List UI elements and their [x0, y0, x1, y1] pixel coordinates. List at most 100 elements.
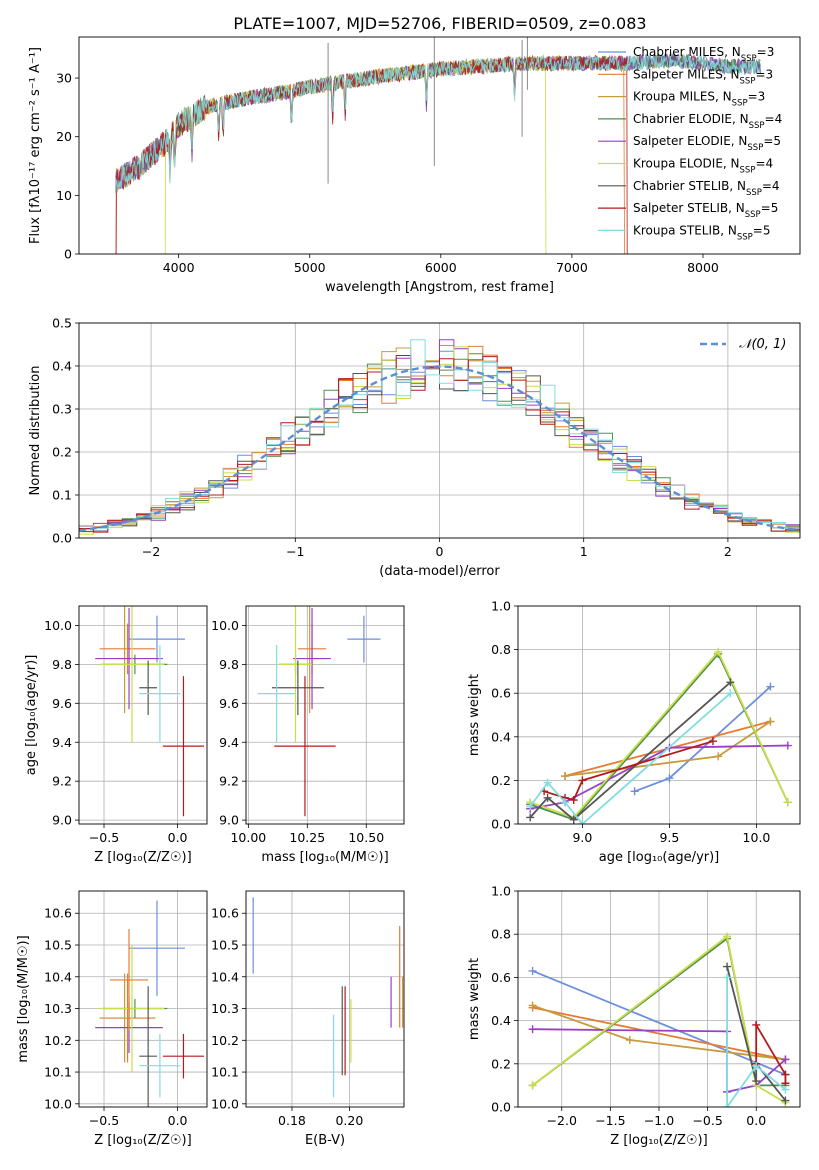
- weight-vs-age-ytick-label: 0.4: [491, 729, 511, 744]
- mass-vs-EBV-plot-area: [252, 897, 404, 1098]
- weight-marker-chabrier-stelib: [752, 1077, 761, 1086]
- legend-entry-chabrier-elodie: Chabrier ELODIE, NSSP=4: [633, 112, 782, 131]
- weight-vs-Z-xtick-label: 0.0: [746, 1113, 766, 1128]
- spectrum-plot-area: [115, 37, 762, 254]
- legend-label: Kroupa MILES, N: [633, 90, 732, 104]
- legend-tail: =3: [755, 67, 773, 81]
- legend-entry-normal: 𝒩(0, 1): [739, 337, 786, 352]
- residuals-xtick-label: −2: [142, 544, 160, 559]
- mass-vs-Z-xtick-label: 0.0: [168, 1113, 188, 1128]
- weight-marker-kroupa-stelib: [723, 973, 732, 982]
- residuals-ylabel: Normed distribution: [28, 366, 43, 496]
- legend-tail: =4: [765, 112, 783, 126]
- weight-vs-Z-plot-area: [528, 932, 790, 1107]
- spectrum-axes: 4000 5000 6000 7000 8000 0 10 20 30 wavelength [A…: [28, 36, 801, 295]
- legend-sub: SSP: [747, 143, 763, 153]
- weight-vs-age-xlabel: age [log₁₀(age/yr)]: [599, 850, 720, 865]
- weight-marker-chabrier-stelib: [569, 815, 578, 824]
- residuals-ytick-label: 0.5: [52, 316, 72, 331]
- mass-vs-EBV-ytick-label: 10.6: [211, 906, 239, 921]
- residuals-xtick-label: −1: [286, 544, 304, 559]
- weight-line-kroupa-elodie: [532, 934, 786, 1104]
- weight-vs-age-ytick-label: 0.2: [491, 773, 511, 788]
- mass-vs-Z-ylabel: mass [log₁₀(M/M☉)]: [16, 935, 31, 1062]
- weight-marker-kroupa-miles: [561, 772, 569, 781]
- weight-vs-age-plot-area: [526, 647, 792, 824]
- legend-label: Chabrier MILES, N: [633, 45, 741, 59]
- legend-sub: SSP: [740, 76, 756, 86]
- weight-marker-kroupa-miles: [766, 717, 775, 726]
- legend-sub: SSP: [749, 121, 765, 131]
- residuals-ytick-label: 0.3: [52, 402, 72, 417]
- weight-vs-Z-xtick-label: −0.5: [692, 1113, 722, 1128]
- age-vs-Z-grid: [79, 606, 207, 824]
- age-vs-mass-grid: [246, 606, 404, 824]
- legend-entry-salpeter-stelib: Salpeter STELIB, NSSP=5: [633, 201, 778, 220]
- legend-label: Kroupa STELIB, N: [633, 223, 737, 237]
- weight-vs-Z-ylabel: mass weight: [467, 958, 482, 1040]
- weight-marker-salpeter-stelib: [781, 1070, 790, 1079]
- legend-entry-kroupa-elodie: Kroupa ELODIE, NSSP=4: [633, 157, 773, 176]
- residuals-ytick-label: 0.0: [52, 531, 72, 546]
- weight-marker-salpeter-elodie: [783, 741, 792, 750]
- legend-entry-salpeter-miles: Salpeter MILES, NSSP=3: [633, 67, 773, 86]
- residuals-plot-area: [79, 339, 800, 535]
- legend-tail: =3: [748, 90, 766, 104]
- legend-entry-kroupa-stelib: Kroupa STELIB, NSSP=5: [633, 223, 771, 242]
- age-vs-Z-xlabel: Z [log₁₀(Z/Z☉)]: [94, 850, 191, 865]
- weight-marker-chabrier-miles: [528, 966, 537, 975]
- weight-marker-chabrier-miles: [665, 774, 674, 783]
- weight-vs-age-ytick-label: 0.0: [491, 817, 511, 832]
- legend-entry-chabrier-stelib: Chabrier STELIB, NSSP=4: [633, 179, 780, 198]
- weight-vs-age-ytick-label: 0.6: [491, 686, 511, 701]
- mass-vs-Z-xtick-label: −0.5: [89, 1113, 119, 1128]
- weight-marker-chabrier-stelib: [526, 813, 535, 822]
- weight-vs-Z-ytick-label: 0.6: [491, 970, 511, 985]
- weight-line-salpeter-miles: [532, 1006, 786, 1061]
- weight-marker-chabrier-stelib: [726, 678, 735, 687]
- legend-sub: SSP: [740, 166, 756, 176]
- weight-vs-age-frame: [517, 605, 801, 825]
- legend-label: Chabrier STELIB, N: [633, 179, 746, 193]
- spectrum-xtick-label: 5000: [294, 260, 326, 275]
- weight-vs-Z-axes: −2.0 −1.5 −1.0 −0.5 0.0 0.0 0.2 0.4 0.6 0.8 1.0 Z […: [467, 884, 801, 1148]
- weight-marker-salpeter-stelib: [569, 796, 578, 805]
- mass-vs-EBV-axes: 0.18 0.20 10.0 10.1 10.2 10.3 10.4 10.5 10.6 E(B-…: [211, 890, 405, 1148]
- legend-label: Kroupa ELODIE, N: [633, 157, 740, 171]
- weight-vs-age-ylabel: mass weight: [467, 674, 482, 756]
- spectrum-ytick-label: 0: [64, 247, 72, 262]
- age-vs-mass-xtick-label: 10.00: [230, 830, 266, 845]
- weight-vs-age-grid: [518, 605, 800, 825]
- legend-tail: =5: [753, 223, 771, 237]
- age-vs-Z-ytick-label: 9.0: [52, 813, 72, 828]
- weight-line-kroupa-stelib: [726, 977, 786, 1107]
- weight-marker-kroupa-elodie: [723, 932, 732, 941]
- age-vs-Z-ytick-label: 10.0: [44, 618, 72, 633]
- mass-vs-Z-ytick-label: 10.0: [44, 1096, 72, 1111]
- weight-marker-kroupa-miles: [625, 1036, 634, 1045]
- weight-marker-kroupa-stelib: [543, 778, 552, 787]
- spectrum-xlabel: wavelength [Angstrom, rest frame]: [325, 280, 554, 295]
- weight-marker-kroupa-stelib: [781, 1085, 790, 1094]
- legend-entry-salpeter-elodie: Salpeter ELODIE, NSSP=5: [633, 134, 781, 153]
- weight-marker-chabrier-stelib: [543, 793, 552, 802]
- age-vs-mass-axes: 10.00 10.25 10.50 9.0 9.2 9.4 9.6 9.8 10.0 mass […: [211, 605, 405, 865]
- weight-line-salpeter-elodie: [530, 744, 788, 810]
- mass-vs-EBV-ytick-label: 10.4: [211, 969, 239, 984]
- age-vs-Z-xtick-label: −0.5: [89, 830, 119, 845]
- weight-marker-kroupa-stelib: [726, 689, 735, 698]
- legend-tail: =4: [762, 179, 780, 193]
- weight-marker-kroupa-elodie: [528, 1081, 537, 1090]
- weight-marker-kroupa-stelib: [723, 1103, 732, 1107]
- weight-vs-Z-ytick-label: 0.2: [491, 1056, 511, 1071]
- age-vs-mass-ytick-label: 9.4: [219, 735, 239, 750]
- legend-entry-chabrier-miles: Chabrier MILES, NSSP=3: [633, 45, 774, 64]
- residuals-ytick-label: 0.4: [52, 359, 72, 374]
- weight-vs-age-axes: 9.0 9.5 10.0 0.0 0.2 0.4 0.6 0.8 1.0 age [log₁₀(a…: [467, 599, 801, 865]
- weight-line-chabrier-miles: [532, 970, 786, 1076]
- mass-vs-Z-ytick-label: 10.2: [44, 1033, 72, 1048]
- weight-marker-kroupa-miles: [528, 1001, 537, 1010]
- mass-vs-Z-plot-area: [95, 900, 205, 1107]
- age-vs-Z-xtick-label: 0.0: [168, 830, 188, 845]
- weight-vs-Z-xtick-label: −2.0: [547, 1113, 577, 1128]
